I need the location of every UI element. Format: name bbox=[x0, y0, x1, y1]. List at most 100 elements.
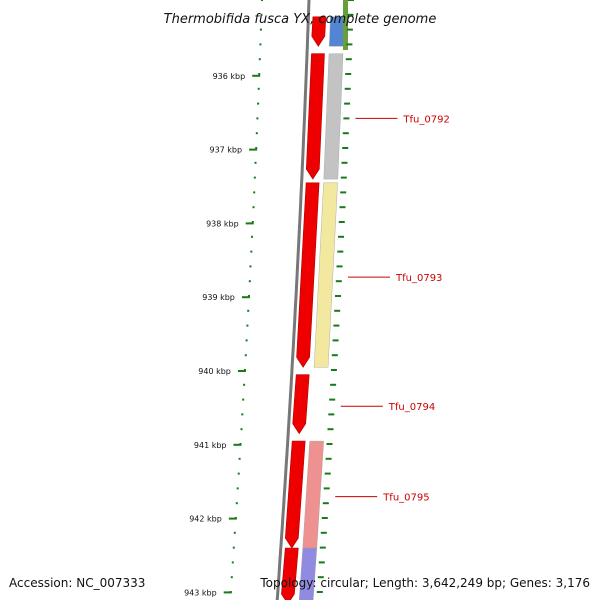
scale-mark bbox=[330, 369, 337, 371]
scale-mark bbox=[335, 280, 342, 283]
scale-dot bbox=[237, 472, 240, 475]
scale-mark bbox=[324, 472, 331, 475]
major-tick bbox=[233, 443, 242, 446]
scale-dot bbox=[252, 206, 255, 209]
scale-dot bbox=[255, 132, 258, 135]
cog-bar bbox=[323, 53, 344, 180]
scale-dot bbox=[232, 546, 235, 549]
scale-dot bbox=[246, 324, 249, 327]
scale-mark bbox=[339, 206, 346, 209]
tick-label: 939 kbp bbox=[202, 293, 235, 302]
cds-arrow bbox=[292, 374, 310, 435]
backbone-layer bbox=[275, 0, 311, 600]
cog-bar bbox=[298, 547, 318, 600]
scale-dot bbox=[245, 339, 248, 342]
scale-mark bbox=[329, 398, 336, 401]
scale-dot bbox=[233, 531, 236, 534]
scale-dot bbox=[258, 58, 261, 61]
scale-dot bbox=[257, 102, 260, 105]
tick-label: 943 kbp bbox=[184, 588, 217, 597]
scale-dot bbox=[236, 487, 239, 490]
scale-mark bbox=[323, 487, 330, 490]
scale-dot bbox=[240, 428, 243, 431]
scale-dot bbox=[248, 280, 251, 283]
cds-arrow bbox=[284, 440, 306, 549]
scale-mark bbox=[342, 132, 349, 135]
scale-mark bbox=[331, 354, 338, 357]
gene-label: Tfu_0794 bbox=[388, 402, 435, 413]
scale-mark bbox=[335, 295, 341, 297]
major-tick bbox=[252, 74, 261, 77]
scale-dot bbox=[253, 176, 256, 179]
accession-text: Accession: NC_007333 bbox=[9, 576, 145, 590]
scale-dot bbox=[256, 117, 259, 120]
scale-mark bbox=[318, 561, 325, 564]
map-title: Thermobifida fusca YX, complete genome bbox=[164, 12, 437, 27]
scale-mark bbox=[316, 591, 323, 593]
scale-mark bbox=[343, 117, 350, 120]
scale-mark bbox=[332, 339, 339, 342]
scale-mark bbox=[327, 428, 334, 431]
scale-dot bbox=[241, 413, 244, 416]
scale-dot bbox=[259, 43, 262, 46]
scale-dot bbox=[261, 0, 263, 1]
scale-mark bbox=[340, 191, 347, 194]
major-tick bbox=[241, 296, 250, 299]
gene-label: Tfu_0792 bbox=[402, 114, 449, 125]
major-tick bbox=[249, 148, 258, 151]
cds-arrow bbox=[305, 53, 325, 180]
scale-mark bbox=[326, 443, 333, 445]
scale-mark bbox=[346, 28, 353, 31]
scale-mark bbox=[320, 531, 327, 534]
scale-dot bbox=[260, 13, 263, 16]
scale-dot bbox=[250, 250, 253, 253]
scale-dot bbox=[231, 561, 234, 564]
scale-mark bbox=[344, 102, 351, 105]
scale-mark bbox=[340, 176, 347, 179]
tick-layer: 936 kbp 937 kbp 938 kbp 939 kbp 940 kbp 941 k… bbox=[184, 0, 354, 597]
scale-mark bbox=[337, 250, 344, 253]
cog-bar bbox=[313, 182, 338, 368]
scale-mark bbox=[330, 383, 337, 386]
scale-dot bbox=[243, 383, 246, 386]
tick-label: 938 kbp bbox=[206, 219, 239, 228]
major-tick bbox=[228, 517, 237, 520]
scale-dot bbox=[257, 87, 260, 90]
scale-dot bbox=[251, 235, 253, 238]
scale-mark bbox=[338, 221, 345, 223]
tick-label: 942 kbp bbox=[189, 515, 222, 524]
scale-mark bbox=[347, 13, 354, 16]
genome-stats-text: Topology: circular; Length: 3,642,249 bp… bbox=[259, 576, 590, 590]
scale-dot bbox=[259, 28, 262, 31]
cds-arrow bbox=[281, 547, 299, 600]
tick-label: 940 kbp bbox=[198, 367, 231, 376]
cds-layer bbox=[281, 16, 327, 600]
scale-dot bbox=[249, 265, 252, 268]
cog-bar bbox=[302, 440, 324, 549]
scale-dot bbox=[251, 221, 254, 223]
tick-label: 941 kbp bbox=[194, 441, 227, 450]
cog-layer bbox=[298, 0, 348, 600]
scale-mark bbox=[317, 576, 324, 579]
scale-dot bbox=[254, 161, 257, 164]
scale-mark bbox=[334, 309, 341, 312]
major-tick bbox=[237, 370, 246, 372]
scale-dot bbox=[238, 457, 241, 460]
scale-mark bbox=[336, 265, 343, 268]
scale-mark bbox=[322, 502, 329, 505]
scale-mark bbox=[341, 161, 348, 164]
scale-mark bbox=[338, 235, 344, 238]
scale-mark bbox=[342, 147, 349, 149]
scale-dot bbox=[248, 295, 250, 297]
scale-mark bbox=[319, 546, 326, 549]
scale-mark bbox=[346, 43, 353, 46]
scale-dot bbox=[235, 502, 238, 505]
scale-mark bbox=[345, 58, 352, 61]
scale-dot bbox=[242, 398, 245, 401]
gene-label-layer: Tfu_0792 Tfu_0793 Tfu_0794 Tfu_0795 bbox=[335, 114, 450, 504]
scale-dot bbox=[244, 354, 247, 357]
scale-mark bbox=[344, 87, 351, 90]
scale-dot bbox=[255, 147, 258, 149]
cds-arrow bbox=[311, 16, 327, 47]
